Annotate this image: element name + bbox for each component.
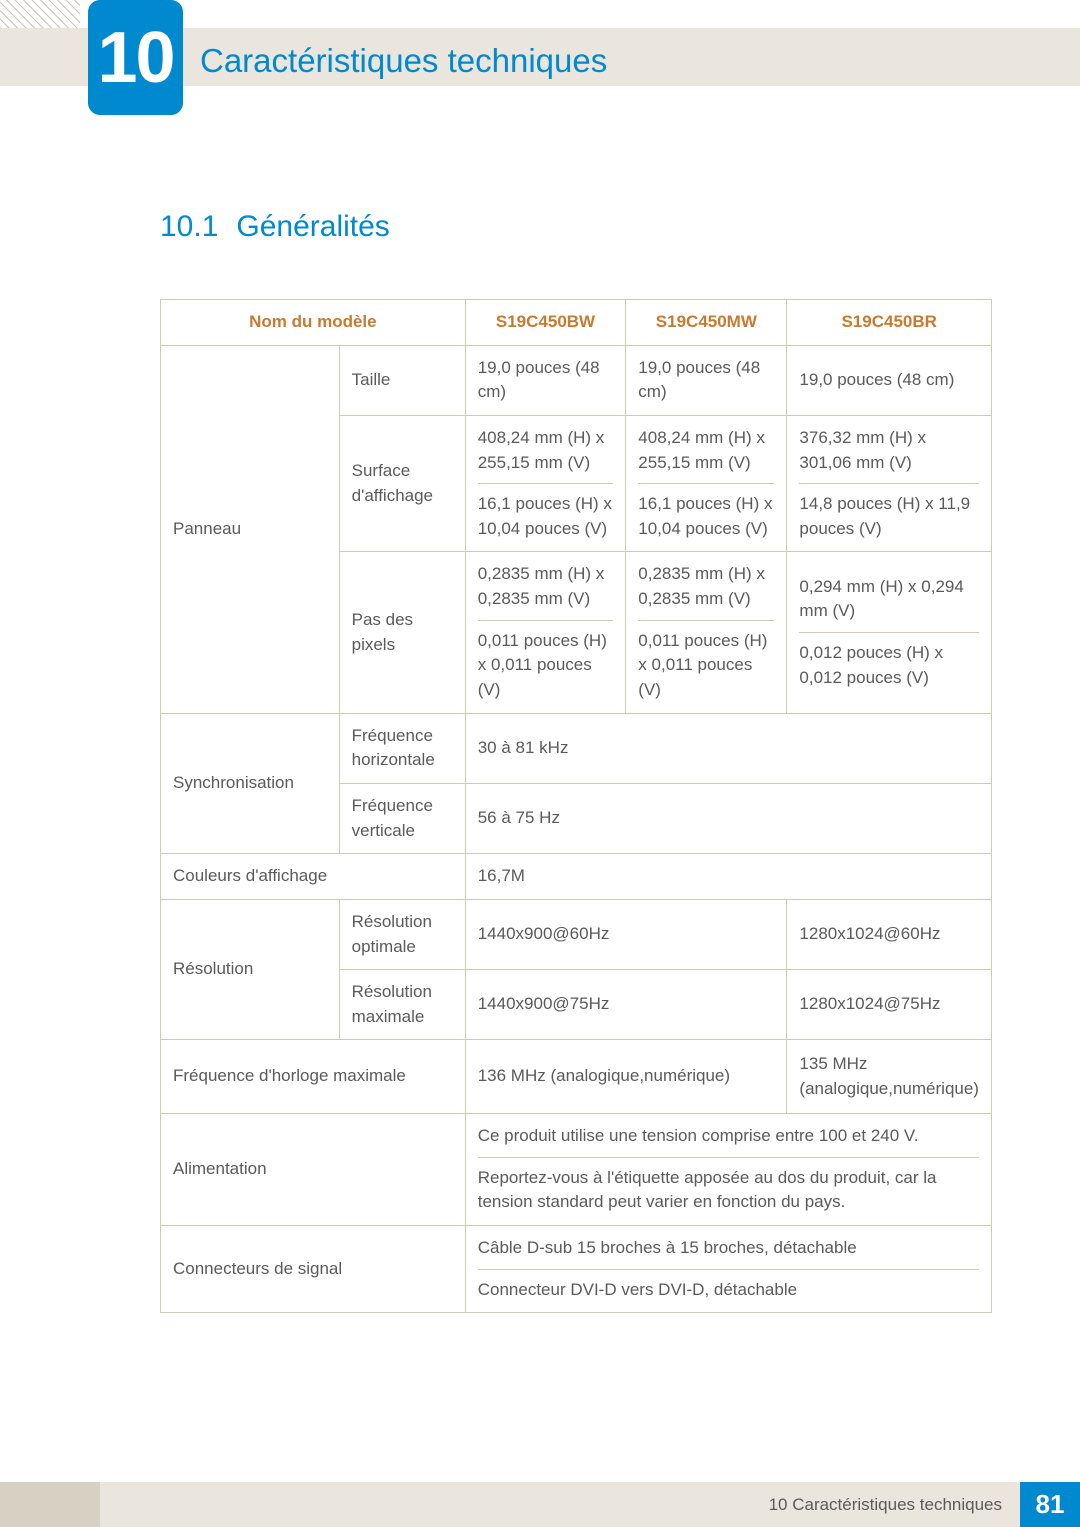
cell-sync-v-label: Fréquence verticale [339,783,465,853]
power-line2: Reportez-vous à l'étiquette apposée au d… [478,1166,979,1215]
cell-colors-label: Couleurs d'affichage [161,854,466,900]
table-row: Panneau Taille 19,0 pouces (48 cm) 19,0 … [161,345,992,415]
th-m1: S19C450BW [465,300,626,346]
surface-m3-in: 14,8 pouces (H) x 11,9 pouces (V) [799,492,979,541]
cell-res-opt-v12: 1440x900@60Hz [465,899,787,969]
cell-surface-m3: 376,32 mm (H) x 301,06 mm (V) 14,8 pouce… [787,415,992,552]
section-number: 10.1 [160,210,218,243]
cell-surface-m1: 408,24 mm (H) x 255,15 mm (V) 16,1 pouce… [465,415,626,552]
surface-m1-in: 16,1 pouces (H) x 10,04 pouces (V) [478,492,614,541]
cell-sync-h-label: Fréquence horizontale [339,713,465,783]
th-m2: S19C450MW [626,300,787,346]
surface-m3-mm: 376,32 mm (H) x 301,06 mm (V) [799,426,979,484]
conn-line2: Connecteur DVI-D vers DVI-D, détachable [478,1278,979,1303]
table-row: Alimentation Ce produit utilise une tens… [161,1114,992,1226]
cell-res-label: Résolution [161,899,340,1040]
cell-pitch-label: Pas des pixels [339,552,465,713]
footer-label: 10 Caractéristiques techniques [100,1482,1020,1527]
section-title: 10.1 Généralités [160,210,992,244]
cell-clock-label: Fréquence d'horloge maximale [161,1040,466,1114]
cell-res-max-label: Résolution maximale [339,970,465,1040]
table-row: Résolution Résolution optimale 1440x900@… [161,899,992,969]
surface-m2-in: 16,1 pouces (H) x 10,04 pouces (V) [638,492,774,541]
cell-res-opt-label: Résolution optimale [339,899,465,969]
pitch-m3-mm: 0,294 mm (H) x 0,294 mm (V) [799,575,979,633]
conn-line1: Câble D-sub 15 broches à 15 broches, dét… [478,1236,979,1270]
hatching-decor [0,0,80,28]
cell-pitch-m2: 0,2835 mm (H) x 0,2835 mm (V) 0,011 pouc… [626,552,787,713]
cell-conn-label: Connecteurs de signal [161,1226,466,1313]
cell-res-opt-v3: 1280x1024@60Hz [787,899,992,969]
cell-taille-m2: 19,0 pouces (48 cm) [626,345,787,415]
pitch-m1-in: 0,011 pouces (H) x 0,011 pouces (V) [478,629,614,703]
cell-taille-label: Taille [339,345,465,415]
pitch-m2-mm: 0,2835 mm (H) x 0,2835 mm (V) [638,562,774,620]
footer-page-number: 81 [1020,1482,1080,1527]
cell-res-max-v3: 1280x1024@75Hz [787,970,992,1040]
table-header-row: Nom du modèle S19C450BW S19C450MW S19C45… [161,300,992,346]
cell-conn-val: Câble D-sub 15 broches à 15 broches, dét… [465,1226,991,1313]
pitch-m2-in: 0,011 pouces (H) x 0,011 pouces (V) [638,629,774,703]
page-footer: 10 Caractéristiques techniques 81 [0,1482,1080,1527]
table-row: Fréquence d'horloge maximale 136 MHz (an… [161,1040,992,1114]
chapter-title: Caractéristiques techniques [200,42,607,80]
th-model-name: Nom du modèle [161,300,466,346]
cell-sync-h-val: 30 à 81 kHz [465,713,991,783]
page-header: 10 Caractéristiques techniques [0,0,1080,120]
cell-taille-m3: 19,0 pouces (48 cm) [787,345,992,415]
cell-power-label: Alimentation [161,1114,466,1226]
chapter-number-badge: 10 [88,0,183,115]
content-area: 10.1 Généralités Nom du modèle S19C450BW … [0,120,1080,1313]
table-row: Couleurs d'affichage 16,7M [161,854,992,900]
cell-sync-label: Synchronisation [161,713,340,854]
cell-colors-val: 16,7M [465,854,991,900]
cell-taille-m1: 19,0 pouces (48 cm) [465,345,626,415]
power-line1: Ce produit utilise une tension comprise … [478,1124,979,1158]
cell-sync-v-val: 56 à 75 Hz [465,783,991,853]
surface-m1-mm: 408,24 mm (H) x 255,15 mm (V) [478,426,614,484]
footer-gray-left [0,1482,100,1527]
cell-clock-v12: 136 MHz (analogique,numérique) [465,1040,787,1114]
cell-surface-m2: 408,24 mm (H) x 255,15 mm (V) 16,1 pouce… [626,415,787,552]
cell-pitch-m1: 0,2835 mm (H) x 0,2835 mm (V) 0,011 pouc… [465,552,626,713]
surface-m2-mm: 408,24 mm (H) x 255,15 mm (V) [638,426,774,484]
table-row: Synchronisation Fréquence horizontale 30… [161,713,992,783]
th-m3: S19C450BR [787,300,992,346]
cell-panneau-label: Panneau [161,345,340,713]
section-name: Généralités [236,210,389,243]
pitch-m3-in: 0,012 pouces (H) x 0,012 pouces (V) [799,641,979,690]
cell-res-max-v12: 1440x900@75Hz [465,970,787,1040]
table-row: Connecteurs de signal Câble D-sub 15 bro… [161,1226,992,1313]
chapter-number: 10 [97,17,173,99]
spec-table: Nom du modèle S19C450BW S19C450MW S19C45… [160,299,992,1313]
cell-surface-label: Surface d'affichage [339,415,465,552]
cell-power-val: Ce produit utilise une tension comprise … [465,1114,991,1226]
pitch-m1-mm: 0,2835 mm (H) x 0,2835 mm (V) [478,562,614,620]
cell-pitch-m3: 0,294 mm (H) x 0,294 mm (V) 0,012 pouces… [787,552,992,713]
cell-clock-v3: 135 MHz (analogique,numérique) [787,1040,992,1114]
